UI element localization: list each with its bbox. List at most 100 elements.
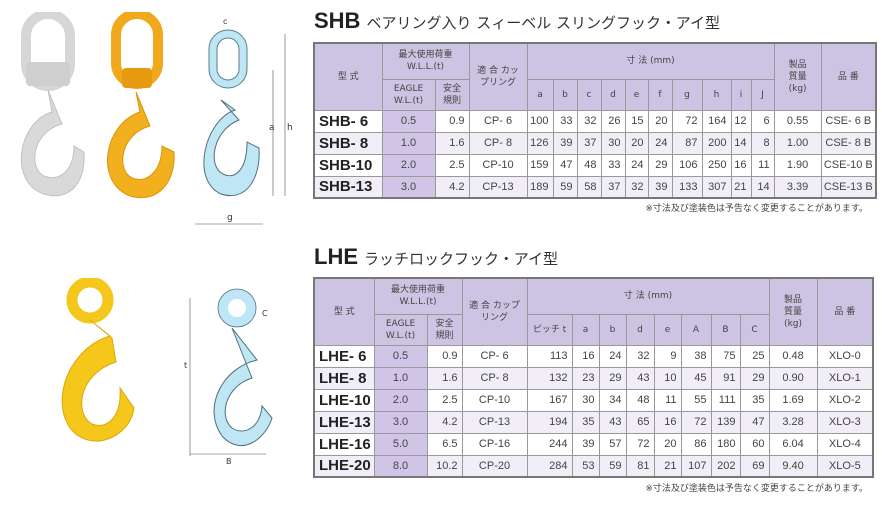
dimension-cell: 32	[625, 344, 655, 368]
shb-code: SHB	[314, 8, 361, 33]
dimension-cell: 139	[710, 410, 741, 434]
shb-subtitle: ベアリング入り スィーベル スリングフック・アイ型	[366, 14, 720, 32]
safety-wll-cell: 0.9	[426, 344, 463, 368]
header-part-number: 品 番	[820, 42, 877, 111]
dimension-cell: 20	[624, 131, 649, 155]
dimension-cell: 30	[571, 388, 600, 412]
safety-wll-cell: 4.2	[426, 410, 463, 434]
eagle-wll-cell: 0.5	[381, 109, 436, 133]
header-dim-col: a	[526, 78, 554, 111]
eagle-wll-cell: 3.0	[381, 175, 436, 199]
dimension-cell: 100	[526, 109, 554, 133]
eagle-wll-cell: 3.0	[373, 410, 428, 434]
dimension-cell: 39	[571, 432, 600, 456]
diagram-label-c: c	[223, 17, 227, 26]
dimension-cell: 307	[701, 175, 732, 199]
header-dim-col: f	[647, 78, 673, 111]
table-row: LHE-16 5.0 6.5 CP-16 244 39 57 72 20 86 180 60 6.04 X…	[313, 432, 874, 456]
header-coupling: 適 合 カップリング	[461, 277, 528, 346]
dimension-cell: 24	[624, 153, 649, 177]
dimension-cell: 133	[671, 175, 703, 199]
header-dim-col: c	[576, 78, 602, 111]
dimension-cell: 16	[571, 344, 600, 368]
dimension-cell: 53	[571, 454, 600, 478]
part-number-cell: XLO-0	[816, 344, 874, 368]
dimension-cell: 33	[600, 153, 626, 177]
coupling-cell: CP- 8	[461, 366, 528, 390]
coupling-cell: CP- 8	[468, 131, 528, 155]
dimension-cell: 189	[526, 175, 554, 199]
dimension-cell: 58	[576, 175, 602, 199]
lhe-title: LHE ラッチロックフック・アイ型	[314, 244, 558, 270]
safety-wll-cell: 4.2	[434, 175, 470, 199]
lhe-note: ※寸法及び塗装色は予告なく変更することがあります。	[645, 484, 868, 494]
dimension-cell: 33	[552, 109, 578, 133]
table-row: LHE- 8 1.0 1.6 CP- 8 132 23 29 43 10 45 91 29 0.90 XL…	[313, 366, 874, 390]
dimension-cell: 45	[680, 366, 712, 390]
part-number-cell: XLO-1	[816, 366, 874, 390]
eagle-wll-cell: 1.0	[381, 131, 436, 155]
model-cell: LHE- 8	[313, 366, 375, 390]
shb-spec-table: 型 式最大使用荷重 W.L.L.(t) 適 合 カップリング寸 法 (mm) 製品 …	[313, 42, 878, 199]
weight-cell: 1.69	[768, 388, 818, 412]
table-row: SHB- 6 0.5 0.9 CP- 6 100 33 32 26 15 20 72 164 12 6 0.…	[313, 109, 877, 133]
dimension-cell: 72	[671, 109, 703, 133]
weight-cell: 1.00	[773, 131, 822, 155]
coupling-cell: CP- 6	[468, 109, 528, 133]
part-number-cell: XLO-4	[816, 432, 874, 456]
safety-wll-cell: 1.6	[426, 366, 463, 390]
header-model: 型 式	[313, 42, 383, 111]
coupling-cell: CP-10	[468, 153, 528, 177]
coupling-cell: CP-13	[461, 410, 528, 434]
dimension-cell: 9	[653, 344, 682, 368]
dimension-cell: 47	[739, 410, 770, 434]
dimension-cell: 8	[750, 131, 775, 155]
part-number-cell: XLO-5	[816, 454, 874, 478]
model-cell: LHE-20	[313, 454, 375, 478]
header-dim-col: d	[625, 313, 655, 346]
dimension-cell: 59	[598, 454, 627, 478]
shb-gray-hook-photo	[20, 12, 85, 197]
part-number-cell: CSE-10 B	[820, 153, 877, 177]
dimension-cell: 87	[671, 131, 703, 155]
dimension-cell: 107	[680, 454, 712, 478]
dimension-cell: 72	[680, 410, 712, 434]
dimension-cell: 12	[730, 109, 752, 133]
table-row: SHB-13 3.0 4.2 CP-13 189 59 58 37 32 39 133 307 21 14…	[313, 175, 877, 199]
dimension-cell: 32	[576, 109, 602, 133]
dimension-cell: 126	[526, 131, 554, 155]
diagram-label-h: h	[287, 123, 293, 133]
dimension-cell: 113	[526, 344, 573, 368]
dimension-cell: 284	[526, 454, 573, 478]
dimension-cell: 43	[598, 410, 627, 434]
dimension-cell: 48	[625, 388, 655, 412]
eagle-wll-cell: 5.0	[373, 432, 428, 456]
header-safety: 安全規則	[434, 78, 470, 111]
lhe-code: LHE	[314, 244, 358, 269]
header-weight: 製品 質量 (kg)	[768, 277, 818, 346]
dimension-cell: 48	[576, 153, 602, 177]
lhe-dimension-diagram: C t B	[184, 288, 273, 466]
eagle-wll-cell: 1.0	[373, 366, 428, 390]
shb-note: ※寸法及び塗装色は予告なく変更することがあります。	[645, 204, 868, 214]
header-dim-col: h	[701, 78, 732, 111]
header-dim-col: g	[671, 78, 703, 111]
dimension-cell: 180	[710, 432, 741, 456]
part-number-cell: CSE- 8 B	[820, 131, 877, 155]
weight-cell: 1.90	[773, 153, 822, 177]
eagle-wll-cell: 2.0	[381, 153, 436, 177]
dimension-cell: 200	[701, 131, 732, 155]
header-dim-col: J	[750, 78, 775, 111]
safety-wll-cell: 6.5	[426, 432, 463, 456]
lhe-yellow-hook-photo	[61, 278, 135, 442]
dimension-cell: 250	[701, 153, 732, 177]
model-cell: SHB-13	[313, 175, 383, 199]
dimension-cell: 75	[710, 344, 741, 368]
dimension-cell: 16	[653, 410, 682, 434]
weight-cell: 0.48	[768, 344, 818, 368]
dimension-cell: 16	[730, 153, 752, 177]
header-dim-col: e	[624, 78, 649, 111]
header-wll: 最大使用荷重 W.L.L.(t)	[381, 42, 470, 80]
diagram-label-t: t	[184, 361, 187, 370]
dimension-cell: 69	[739, 454, 770, 478]
